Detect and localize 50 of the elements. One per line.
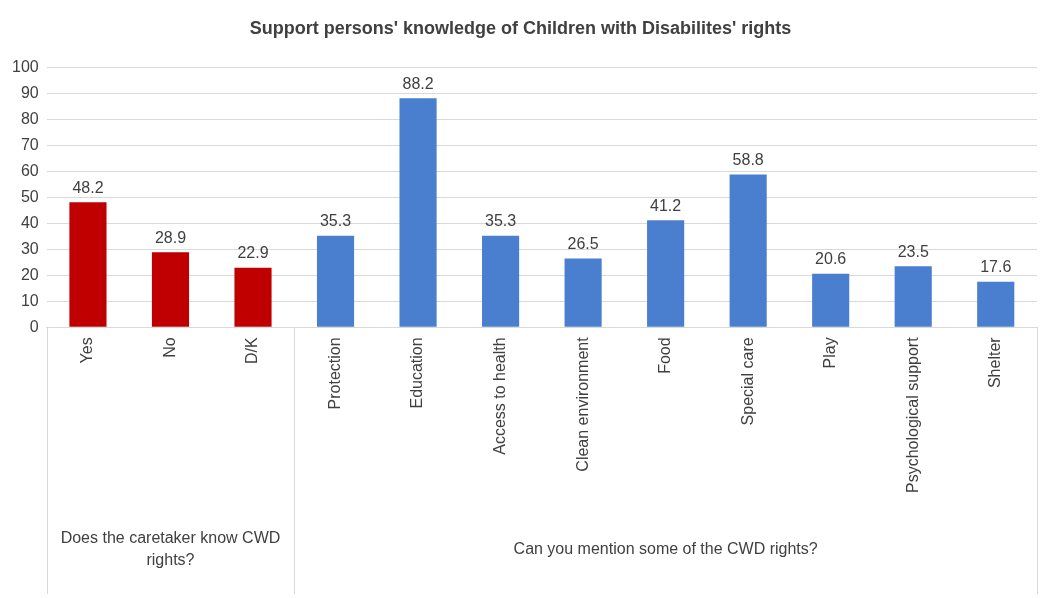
bar xyxy=(399,98,437,327)
x-tick-label: Access to health xyxy=(490,337,508,455)
y-tick-label: 80 xyxy=(20,109,39,127)
y-tick-label: 40 xyxy=(20,213,39,231)
data-label: 22.9 xyxy=(237,244,269,262)
x-tick-label: D/K xyxy=(243,337,261,365)
y-tick-label: 0 xyxy=(29,317,39,335)
data-label: 88.2 xyxy=(402,74,434,92)
bar xyxy=(482,235,520,327)
chart-title: Support persons' knowledge of Children with Disabilites' rights xyxy=(249,17,792,38)
data-label: 35.3 xyxy=(319,212,352,230)
x-tick-label: Psychological support xyxy=(903,336,921,493)
data-label: 58.8 xyxy=(732,151,764,169)
x-tick-label: Protection xyxy=(325,337,343,410)
data-label: 28.9 xyxy=(154,228,187,246)
x-tick-label: Play xyxy=(821,337,839,369)
bar xyxy=(151,252,190,327)
text: Can you mention some of the CWD rights? xyxy=(513,540,818,558)
x-tick-label: Clean environment xyxy=(573,336,591,472)
data-label: 23.5 xyxy=(897,242,929,260)
data-label: 17.6 xyxy=(980,258,1012,276)
y-tick-label: 20 xyxy=(20,265,39,283)
x-tick-label: Yes xyxy=(78,337,96,364)
text: Does the caretaker know CWD rights? xyxy=(60,529,281,569)
x-tick-label: Special care xyxy=(738,337,756,426)
data-label: 41.2 xyxy=(650,196,682,214)
y-tick-label: 90 xyxy=(20,83,39,101)
data-label: 48.2 xyxy=(72,178,104,196)
y-tick-label: 50 xyxy=(20,187,39,205)
bar xyxy=(234,267,272,327)
bar xyxy=(69,202,107,327)
x-tick-label: Shelter xyxy=(986,336,1004,389)
bar xyxy=(729,174,767,327)
x-tick-label: Food xyxy=(656,337,674,374)
data-label: 35.3 xyxy=(485,212,517,230)
bar xyxy=(647,220,685,327)
y-tick-label: 100 xyxy=(11,58,39,76)
y-tick-label: 70 xyxy=(20,135,39,153)
bar xyxy=(977,281,1015,327)
bar xyxy=(316,235,355,327)
x-tick-label: Education xyxy=(408,337,426,409)
y-tick-label: 10 xyxy=(20,291,39,309)
data-label: 20.6 xyxy=(815,250,847,268)
y-tick-label: 30 xyxy=(20,239,39,257)
x-tick-label: No xyxy=(160,337,178,358)
bar xyxy=(564,258,602,327)
bar xyxy=(812,273,850,327)
y-tick-label: 60 xyxy=(20,161,39,179)
bar xyxy=(894,266,932,327)
data-label: 26.5 xyxy=(567,234,599,252)
